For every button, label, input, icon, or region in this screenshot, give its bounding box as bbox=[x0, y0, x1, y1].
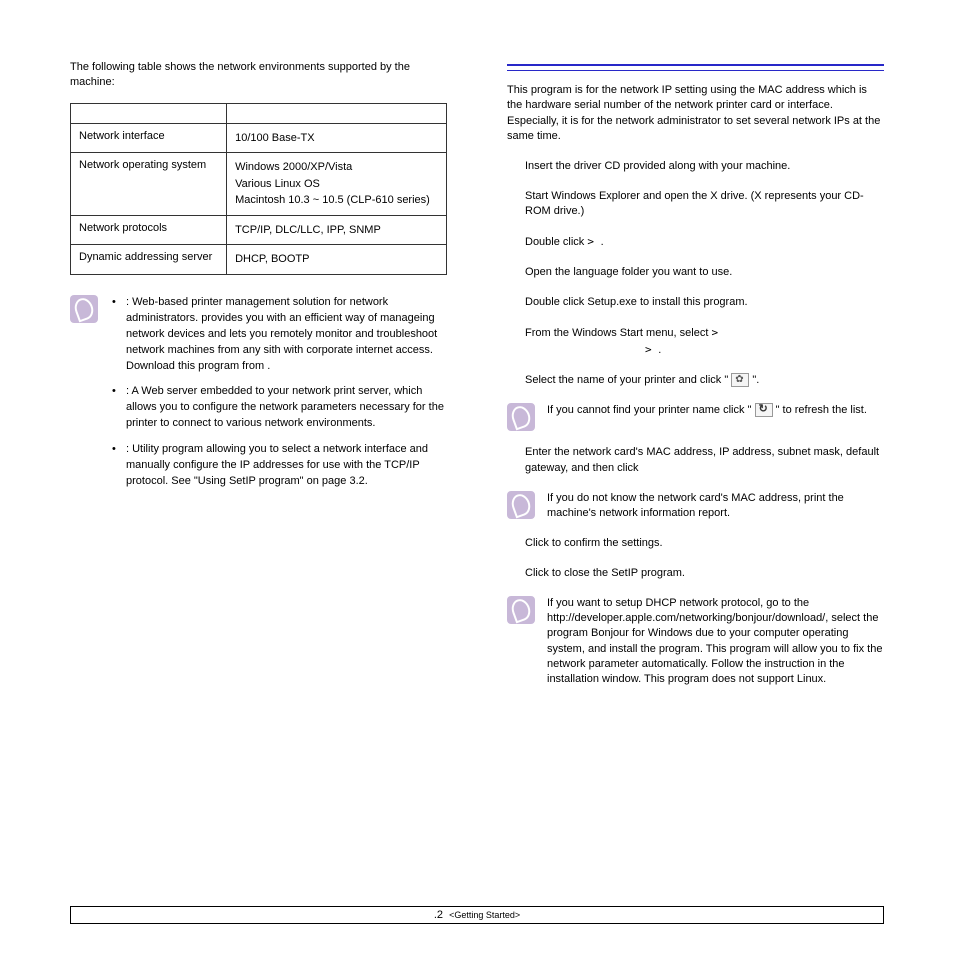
step-item: Click to confirm the settings. bbox=[525, 536, 884, 552]
step-item: Insert the driver CD provided along with… bbox=[525, 159, 884, 175]
steps-list-3: Click to confirm the settings. Click to … bbox=[507, 536, 884, 582]
cell-label: Network interface bbox=[71, 123, 227, 153]
step-item: Double click Setup.exe to install this p… bbox=[525, 295, 884, 311]
step-item: Open the language folder you want to use… bbox=[525, 265, 884, 281]
list-item: : Web-based printer management solution … bbox=[126, 295, 447, 375]
step-item: Select the name of your printer and clic… bbox=[525, 373, 884, 389]
page-columns: The following table shows the network en… bbox=[70, 60, 884, 702]
note-icon bbox=[507, 491, 535, 519]
note-icon bbox=[507, 596, 535, 624]
note-dhcp: If you want to setup DHCP network protoc… bbox=[507, 596, 884, 688]
table-row: Dynamic addressing server DHCP, BOOTP bbox=[71, 245, 447, 275]
section-rule-top bbox=[507, 64, 884, 66]
step-item: Click to close the SetIP program. bbox=[525, 566, 884, 582]
programs-list: : Web-based printer management solution … bbox=[110, 295, 447, 500]
note-icon bbox=[70, 295, 98, 323]
page-footer: .2 <Getting Started> bbox=[70, 906, 884, 924]
network-env-table: Network interface 10/100 Base-TX Network… bbox=[70, 103, 447, 275]
left-column: The following table shows the network en… bbox=[70, 60, 447, 702]
intro-text: The following table shows the network en… bbox=[70, 60, 447, 91]
cell-value: Windows 2000/XP/Vista Various Linux OS M… bbox=[227, 153, 447, 216]
step-item: Start Windows Explorer and open the X dr… bbox=[525, 189, 884, 221]
table-row: Network interface 10/100 Base-TX bbox=[71, 123, 447, 153]
gear-icon bbox=[731, 373, 749, 387]
steps-list: Insert the driver CD provided along with… bbox=[507, 159, 884, 389]
right-column: This program is for the network IP setti… bbox=[507, 60, 884, 702]
page-number: .2 bbox=[434, 909, 443, 921]
cell-label: Network protocols bbox=[71, 215, 227, 245]
note-refresh: If you cannot find your printer name cli… bbox=[507, 403, 884, 431]
th-req bbox=[227, 103, 447, 123]
cell-label: Dynamic addressing server bbox=[71, 245, 227, 275]
th-item bbox=[71, 103, 227, 123]
steps-list-2: Enter the network card's MAC address, IP… bbox=[507, 445, 884, 477]
cell-value: DHCP, BOOTP bbox=[227, 245, 447, 275]
setip-intro: This program is for the network IP setti… bbox=[507, 83, 884, 145]
page-label: <Getting Started> bbox=[449, 910, 520, 920]
table-row: Network protocols TCP/IP, DLC/LLC, IPP, … bbox=[71, 215, 447, 245]
note-icon bbox=[507, 403, 535, 431]
cell-value: 10/100 Base-TX bbox=[227, 123, 447, 153]
note-block: : Web-based printer management solution … bbox=[70, 295, 447, 500]
step-item: From the Windows Start menu, select > > … bbox=[525, 325, 884, 359]
refresh-icon bbox=[755, 403, 773, 417]
table-row: Network operating system Windows 2000/XP… bbox=[71, 153, 447, 216]
note-mac: If you do not know the network card's MA… bbox=[507, 491, 884, 522]
section-rule-bottom bbox=[507, 70, 884, 71]
step-item: Enter the network card's MAC address, IP… bbox=[525, 445, 884, 477]
list-item: : A Web server embedded to your network … bbox=[126, 384, 447, 432]
step-item: Double click > . bbox=[525, 234, 884, 251]
cell-value: TCP/IP, DLC/LLC, IPP, SNMP bbox=[227, 215, 447, 245]
list-item: : Utility program allowing you to select… bbox=[126, 442, 447, 490]
cell-label: Network operating system bbox=[71, 153, 227, 216]
